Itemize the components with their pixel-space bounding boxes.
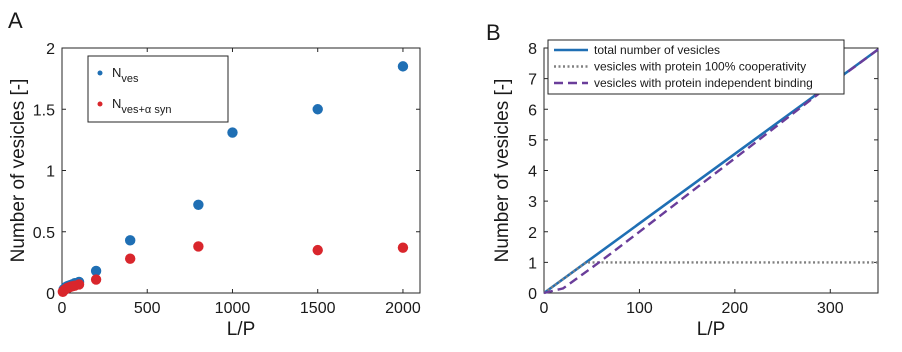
panel-a-point-nves-asyn [312,244,323,256]
panel-b-legend-entry: vesicles with protein independent bindin… [594,76,813,90]
panel-b-y-tick-label: 0 [528,286,537,303]
panel-a-legend-marker [97,70,103,76]
panel-b-line-independent [543,48,879,295]
panel-a-legend-entry-main: N [112,96,121,111]
panel-a-x-tick-label: 0 [58,300,67,317]
panel-a-x-axis-label: L/P [227,319,256,340]
panel-a-point-nves-asyn [124,253,136,264]
panel-b-y-tick-label: 2 [528,225,537,242]
panel-a-legend-entry: Nves [112,65,139,85]
panel-a-x-tick-label: 500 [134,300,161,317]
panel-b-y-tick-label: 6 [528,102,537,119]
panel-a-legend-marker [97,101,103,107]
panel-a-point-nves-asyn [73,279,85,290]
panel-b-y-tick-label: 3 [528,194,537,211]
panel-a-y-tick-label: 0.5 [33,225,55,242]
panel-a-legend-entry-main: N [112,65,121,80]
panel-a-legend-entry-sub: ves [121,73,139,85]
panel-a-point-nves-asyn [193,241,204,252]
panel-b-x-tick-label: 200 [722,300,749,317]
panel-letter-b: B [486,20,501,45]
panel-a-y-tick-label: 2 [46,41,55,58]
panel-a-point-nves-asyn [90,274,102,285]
panel-a-y-tick-label: 1 [46,164,55,181]
panel-a-x-tick-label: 2000 [385,300,421,317]
panel-a-y-axis-label: Number of vesicles [-] [8,79,29,263]
panel-b: B 0 100 200 300 0 1 2 3 4 5 6 7 8 total number of ve… [486,20,879,340]
panel-a-y-tick-label: 0 [46,286,55,303]
panel-a-legend-entry-sub: ves+α syn [121,104,171,116]
panel-b-legend-entry: total number of vesicles [594,43,720,57]
panel-a-legend-entry: Nves+α syn [112,96,171,116]
panel-b-y-tick-label: 4 [528,164,537,181]
panel-b-axes: 0 100 200 300 0 1 2 3 4 5 6 7 8 [528,41,879,317]
panel-a-y-tick-label: 1.5 [33,102,55,119]
panel-a-axes: 0 500 1000 1500 2000 0 0.5 1 1.5 2 [33,41,421,317]
panel-b-legend-box [547,39,845,95]
panel-a-x-tick-label: 1500 [300,300,336,317]
panel-b-legend: total number of vesicles vesicles with pr… [547,39,845,95]
panel-a-point-nves [90,265,102,277]
panel-a-point-nves [124,235,136,246]
panel-b-y-tick-label: 7 [528,72,537,89]
panel-a-point-nves [397,61,409,72]
panel-b-x-tick-label: 100 [626,300,653,317]
panel-b-y-tick-label: 8 [528,41,537,58]
panel-b-x-tick-label: 300 [817,300,844,317]
panel-b-y-tick-label: 5 [528,133,537,150]
panel-a-point-nves [312,104,323,115]
panel-letter-a: A [8,8,23,33]
panel-a-legend-box [87,55,229,123]
panel-a-point-nves-asyn [397,242,409,253]
panel-a-x-tick-label: 1000 [215,300,251,317]
panel-b-y-tick-label: 1 [528,255,537,272]
panel-b-x-tick-label: 0 [540,300,549,317]
panel-b-x-axis-label: L/P [697,319,726,340]
panel-a-point-nves [227,127,238,138]
panel-a-point-nves [193,199,204,210]
panel-a-points [57,61,409,297]
panel-b-legend-entry: vesicles with protein 100% cooperativity [594,60,806,74]
panel-b-y-axis-label: Number of vesicles [-] [492,79,513,263]
